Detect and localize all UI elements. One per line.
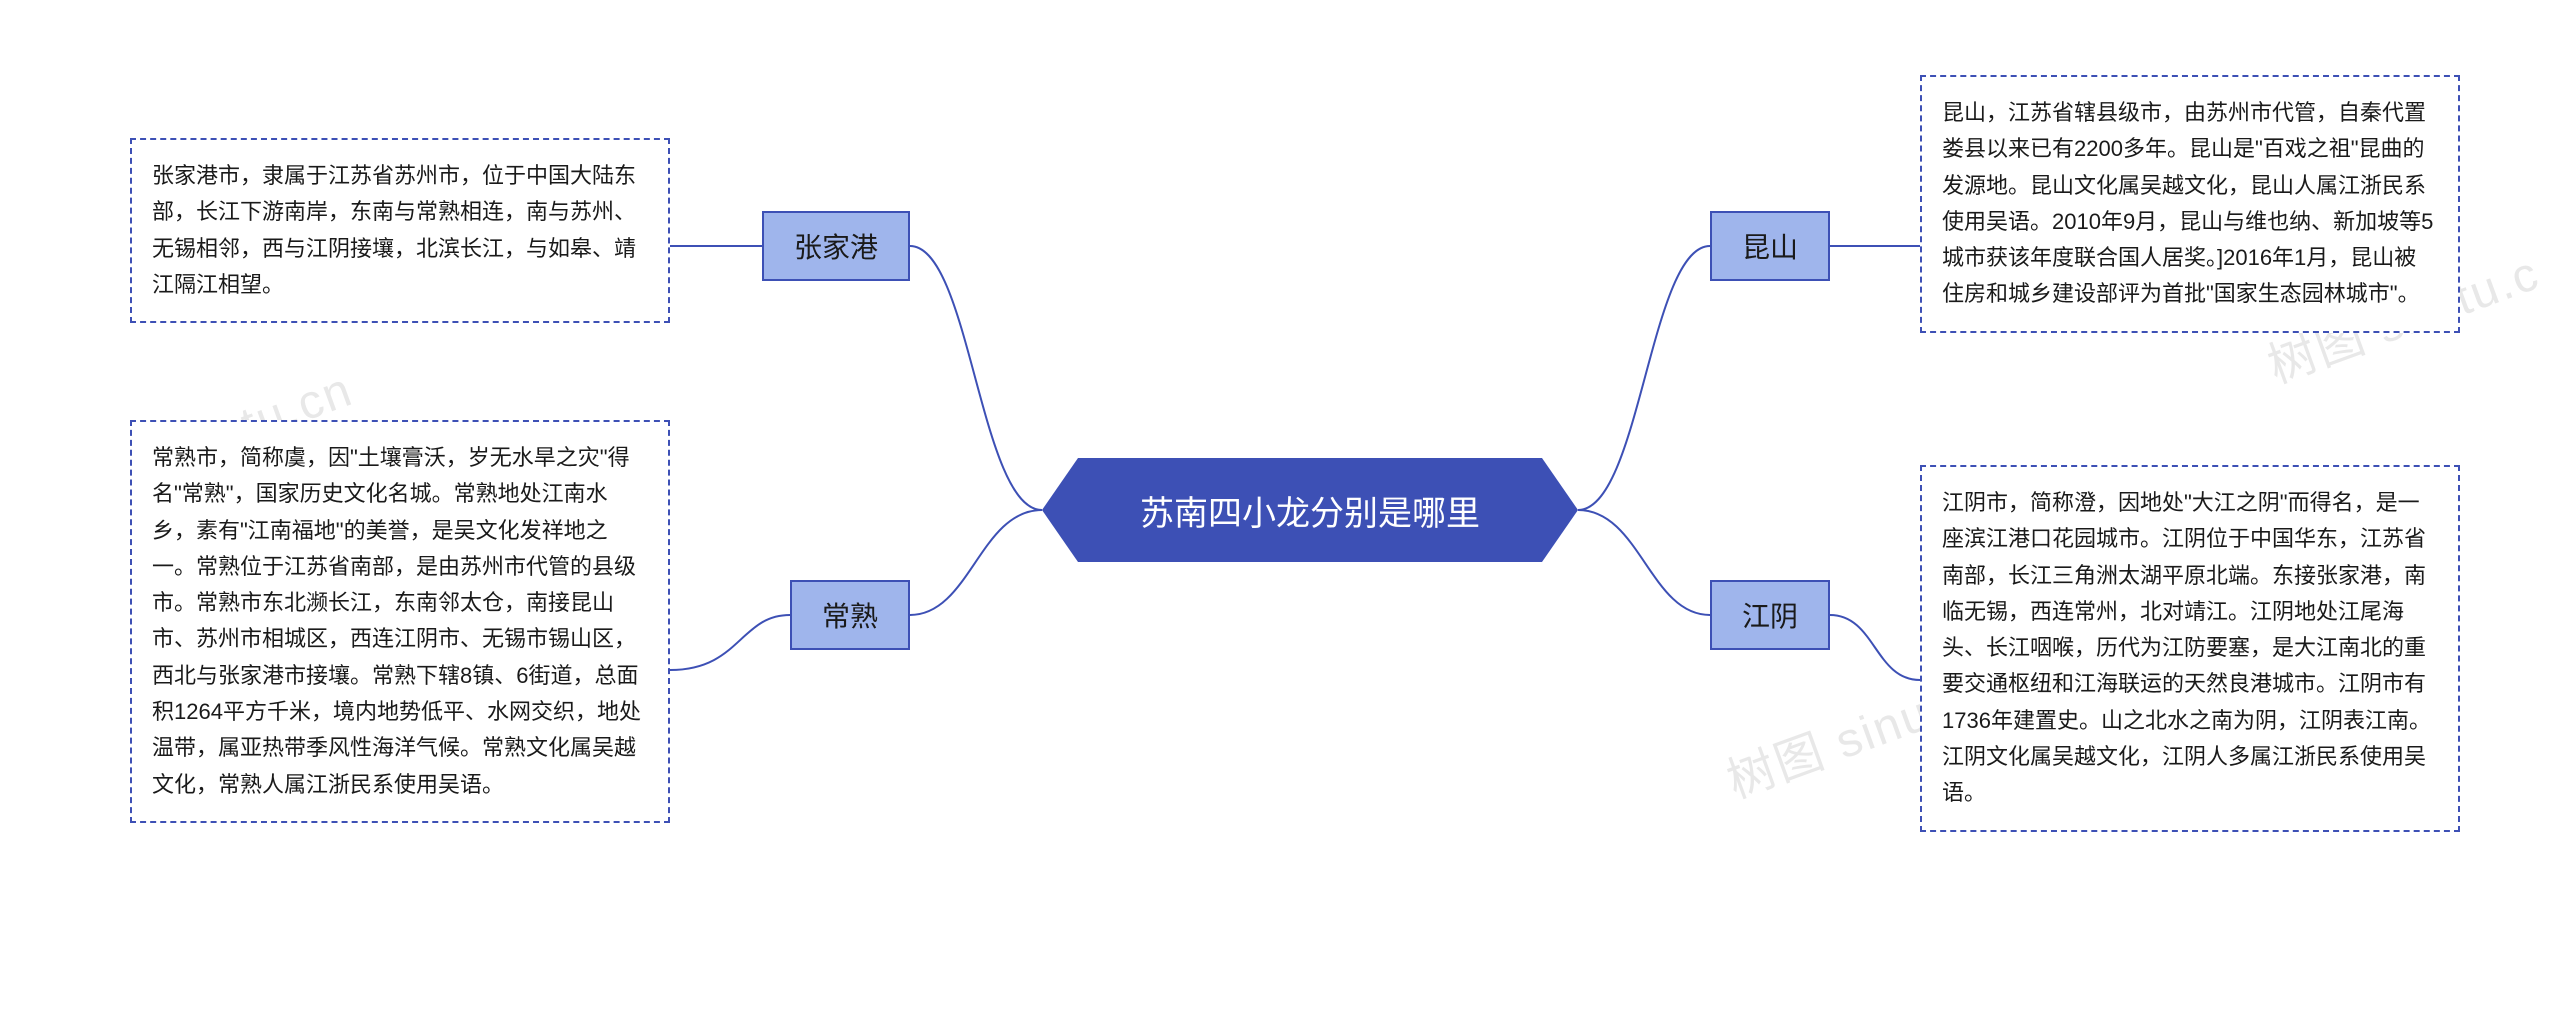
branch-kunshan: 昆山 [1710,211,1830,281]
center-hex-right [1542,458,1578,562]
center-node: 苏南四小龙分别是哪里 [1078,458,1542,562]
leaf-kunshan: 昆山，江苏省辖县级市，由苏州市代管，自秦代置娄县以来已有2200多年。昆山是"百… [1920,75,2460,333]
leaf-changshu: 常熟市，简称虞，因"土壤膏沃，岁无水旱之灾"得名"常熟"，国家历史文化名城。常熟… [130,420,670,823]
center-hex-left [1042,458,1078,562]
branch-changshu: 常熟 [790,580,910,650]
branch-zhangjiagang: 张家港 [762,211,910,281]
leaf-zhangjiagang: 张家港市，隶属于江苏省苏州市，位于中国大陆东部，长江下游南岸，东南与常熟相连，南… [130,138,670,323]
leaf-jiangyin: 江阴市，简称澄，因地处"大江之阴"而得名，是一座滨江港口花园城市。江阴位于中国华… [1920,465,2460,832]
branch-jiangyin: 江阴 [1710,580,1830,650]
